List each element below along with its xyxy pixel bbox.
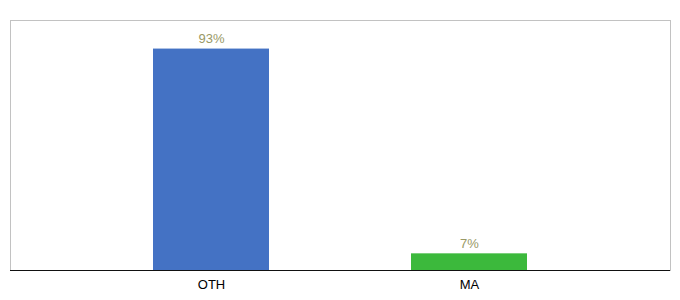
svg-text:OTH: OTH xyxy=(198,277,225,292)
svg-text:7%: 7% xyxy=(460,236,479,251)
svg-text:MA: MA xyxy=(460,277,480,292)
svg-text:93%: 93% xyxy=(198,31,224,46)
